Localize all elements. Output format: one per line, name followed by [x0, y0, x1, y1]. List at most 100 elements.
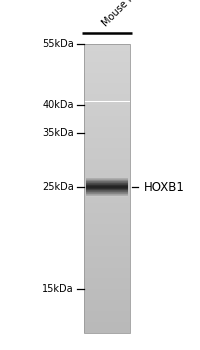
Bar — [84, 47, 130, 51]
Bar — [84, 318, 130, 322]
Bar — [84, 87, 130, 91]
Bar — [86, 186, 128, 187]
Text: 55kDa: 55kDa — [42, 39, 74, 49]
Bar — [84, 44, 130, 332]
Bar — [84, 44, 130, 47]
Bar — [84, 109, 130, 112]
Bar — [86, 194, 128, 195]
Bar — [84, 184, 130, 188]
Bar — [86, 177, 128, 178]
Bar — [84, 112, 130, 116]
Bar — [84, 242, 130, 246]
Bar — [84, 314, 130, 318]
Bar — [86, 196, 128, 197]
Text: Mouse heart: Mouse heart — [100, 0, 150, 28]
Bar — [84, 250, 130, 253]
Bar — [86, 189, 128, 190]
Bar — [84, 260, 130, 264]
Bar — [86, 179, 128, 180]
Bar — [84, 235, 130, 239]
Bar — [84, 51, 130, 55]
Bar — [84, 300, 130, 303]
Bar — [84, 170, 130, 174]
Bar — [86, 184, 128, 185]
Bar — [84, 296, 130, 300]
Bar — [84, 289, 130, 293]
Bar — [86, 193, 128, 194]
Bar — [86, 187, 128, 188]
Bar — [84, 224, 130, 228]
Bar — [84, 257, 130, 260]
Bar — [84, 278, 130, 282]
Bar — [84, 123, 130, 127]
Text: 35kDa: 35kDa — [42, 128, 74, 138]
Bar — [84, 253, 130, 257]
Bar — [84, 98, 130, 102]
Bar — [84, 264, 130, 267]
Bar — [86, 181, 128, 182]
Bar — [84, 80, 130, 83]
Bar — [84, 91, 130, 94]
Bar — [84, 267, 130, 271]
Text: 15kDa: 15kDa — [42, 284, 74, 294]
Bar — [84, 282, 130, 286]
Bar — [84, 134, 130, 138]
Bar — [84, 73, 130, 76]
Bar — [84, 192, 130, 195]
Bar — [84, 65, 130, 69]
Bar — [84, 217, 130, 220]
Bar — [84, 210, 130, 214]
Bar — [84, 83, 130, 87]
Bar — [84, 55, 130, 58]
Bar — [84, 141, 130, 145]
Bar — [84, 311, 130, 314]
Bar — [84, 206, 130, 210]
Bar — [84, 329, 130, 332]
Bar — [84, 148, 130, 152]
Bar — [84, 181, 130, 184]
Bar — [84, 188, 130, 192]
Bar — [86, 182, 128, 183]
Bar — [84, 228, 130, 231]
Bar — [84, 105, 130, 109]
Bar — [84, 203, 130, 206]
Bar — [84, 69, 130, 73]
Bar — [86, 185, 128, 186]
Bar — [84, 286, 130, 289]
Bar — [84, 199, 130, 203]
Bar — [84, 163, 130, 167]
Bar — [84, 214, 130, 217]
Text: 40kDa: 40kDa — [42, 100, 74, 110]
Bar — [84, 102, 130, 105]
Bar — [86, 188, 128, 189]
Bar — [86, 183, 128, 184]
Bar — [84, 177, 130, 181]
Bar — [84, 307, 130, 311]
Bar — [84, 167, 130, 170]
Bar — [84, 138, 130, 141]
Bar — [84, 94, 130, 98]
Bar — [84, 159, 130, 163]
Bar — [84, 152, 130, 156]
Bar — [84, 325, 130, 329]
Bar — [84, 271, 130, 275]
Bar — [84, 195, 130, 199]
Bar — [86, 178, 128, 179]
Bar — [84, 246, 130, 250]
Bar — [84, 239, 130, 242]
Bar — [84, 62, 130, 65]
Bar — [84, 156, 130, 159]
Bar — [84, 116, 130, 120]
Bar — [84, 293, 130, 296]
Bar — [84, 76, 130, 80]
Bar — [84, 145, 130, 148]
Text: HOXB1: HOXB1 — [144, 181, 185, 194]
Bar — [84, 304, 130, 307]
Bar — [84, 58, 130, 62]
Bar — [84, 231, 130, 235]
Bar — [84, 131, 130, 134]
Bar — [84, 322, 130, 325]
Bar — [84, 275, 130, 278]
Bar — [84, 220, 130, 224]
Bar — [84, 174, 130, 177]
